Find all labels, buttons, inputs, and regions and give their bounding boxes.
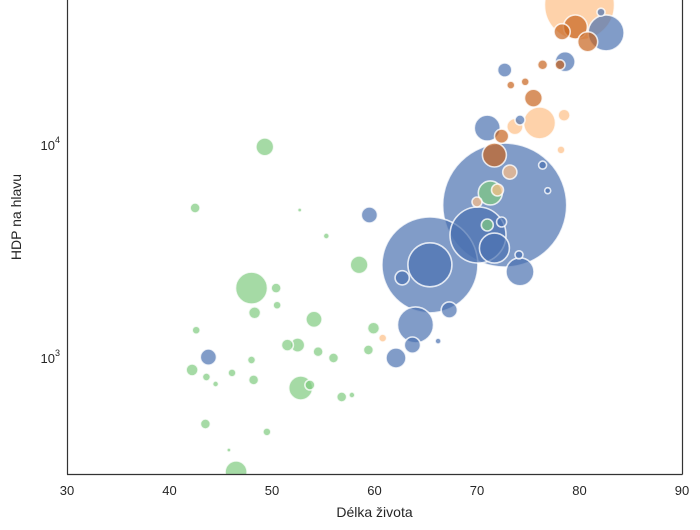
bubble-point — [596, 7, 606, 17]
bubble-point — [201, 372, 212, 382]
bubble-point — [211, 380, 220, 388]
y-axis-label: HDP na hlavu — [8, 174, 24, 260]
bubble-point — [189, 202, 201, 214]
bubble-point — [394, 269, 411, 286]
bubble-point — [377, 333, 388, 343]
bubble-point — [505, 80, 516, 90]
bubble-point — [554, 59, 566, 71]
bubble-point — [247, 374, 260, 386]
x-tick-label: 40 — [162, 483, 176, 498]
bubble-point — [225, 447, 232, 453]
bubble-point — [557, 108, 571, 122]
bubble-point — [272, 300, 282, 311]
bubble-point — [227, 368, 237, 378]
bubble-point — [305, 310, 323, 329]
bubble-point — [576, 30, 599, 53]
bubble-point — [501, 164, 518, 180]
bubble-point — [362, 344, 375, 356]
plot-area — [67, 0, 682, 474]
y-tick-labels: 103 104 — [41, 135, 60, 366]
bubble-point — [440, 301, 459, 319]
bubble-point — [224, 460, 248, 474]
bubble-point — [537, 160, 548, 170]
bubbles-layer — [185, 0, 625, 474]
bubble-point — [191, 325, 201, 336]
bubble-point — [536, 59, 549, 71]
bubble-point — [522, 106, 557, 140]
bubble-point — [327, 352, 340, 364]
bubble-point — [514, 250, 524, 260]
bubble-point — [185, 363, 199, 377]
bubble-point — [490, 183, 505, 197]
bubble-point — [234, 271, 269, 305]
bubble-point — [505, 256, 535, 287]
x-tick-label: 90 — [675, 483, 689, 498]
bubble-point — [270, 282, 282, 294]
x-tick-label: 50 — [265, 483, 279, 498]
x-tick-label: 70 — [470, 483, 484, 498]
bubble-point — [349, 255, 369, 275]
x-tick-label: 80 — [572, 483, 586, 498]
bubble-point — [322, 232, 331, 240]
bubble-point — [556, 145, 566, 155]
bubble-point — [312, 345, 324, 358]
bubble-point — [407, 241, 453, 288]
bubble-point — [493, 128, 510, 145]
bubble-point — [523, 88, 544, 108]
bubble-point — [473, 114, 502, 142]
bubble-point — [280, 338, 295, 352]
bubble-point — [255, 137, 275, 157]
bubble-point — [246, 355, 257, 365]
bubble-point — [296, 207, 303, 213]
bubble-point — [495, 216, 508, 228]
bubble-point — [553, 22, 572, 41]
bubble-point — [480, 218, 495, 232]
bubble-point — [403, 336, 422, 355]
bubble-point — [304, 379, 316, 391]
bubble-point — [360, 206, 379, 224]
bubble-point — [496, 62, 513, 78]
bubble-point — [199, 418, 212, 430]
x-axis-label: Délka života — [336, 504, 412, 520]
bubble-point — [478, 232, 511, 264]
bubble-point — [199, 348, 218, 367]
x-tick-label: 30 — [60, 483, 74, 498]
bubble-point — [520, 77, 531, 87]
bubble-point — [366, 321, 381, 336]
bubble-point — [247, 305, 262, 320]
bubble-point — [471, 196, 483, 208]
y-tick-label: 103 — [41, 348, 60, 366]
x-tick-labels: 30 40 50 60 70 80 90 — [60, 483, 689, 498]
y-tick-label: 104 — [41, 135, 60, 153]
bubble-point — [348, 391, 356, 399]
bubble-point — [385, 347, 407, 369]
bubble-point — [335, 391, 348, 403]
bubble-point — [262, 427, 272, 437]
x-tick-label: 60 — [367, 483, 381, 498]
bubble-point — [481, 142, 508, 168]
bubble-point — [514, 114, 526, 126]
bubble-point — [543, 186, 552, 195]
bubble-point — [434, 337, 442, 345]
